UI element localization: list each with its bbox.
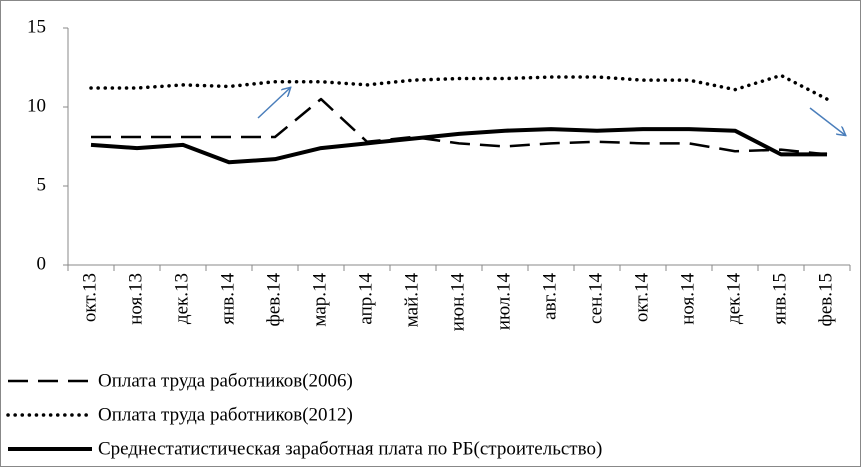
y-tick-label: 0 [37, 253, 47, 274]
x-tick-label: мар.14 [309, 273, 330, 327]
line-series [91, 97, 828, 156]
x-tick-label: окт.14 [631, 273, 652, 323]
annotation-arrow [257, 88, 290, 119]
x-tick-label: сен.14 [585, 273, 606, 325]
annotation-arrow [809, 107, 845, 135]
x-tick-label: июл.14 [493, 273, 514, 331]
x-tick-label: дек.14 [723, 273, 744, 325]
y-tick-label: 15 [27, 16, 46, 37]
x-tick-label: апр.14 [355, 273, 376, 325]
x-tick-label: ноя.13 [125, 273, 146, 325]
legend-label: Среднестатистическая заработная плата по… [98, 438, 602, 459]
line-series [89, 73, 829, 101]
y-tick-label: 5 [37, 174, 47, 195]
x-tick-label: янв.14 [217, 273, 238, 325]
x-tick-label: янв.15 [769, 273, 790, 325]
x-tick-label: июн.14 [447, 273, 468, 332]
legend-label: Оплата труда работников(2006) [98, 370, 353, 391]
x-tick-label: ноя.14 [677, 273, 698, 325]
x-tick-label: май.14 [401, 273, 422, 328]
x-tick-label: фев.14 [263, 273, 284, 327]
line-series [90, 127, 827, 165]
x-tick-label: окт.13 [79, 273, 100, 322]
legend-label: Оплата труда работников(2012) [98, 404, 353, 425]
x-tick-label: авг.14 [539, 273, 560, 320]
x-tick-label: фев.15 [815, 273, 836, 326]
y-tick-label: 10 [27, 95, 46, 116]
x-tick-label: дек.13 [171, 273, 192, 324]
plot-area: 0 5 10 15 окт.13 ноя.13 дек.13 янв.14 фев.14 мар.… [27, 16, 851, 332]
